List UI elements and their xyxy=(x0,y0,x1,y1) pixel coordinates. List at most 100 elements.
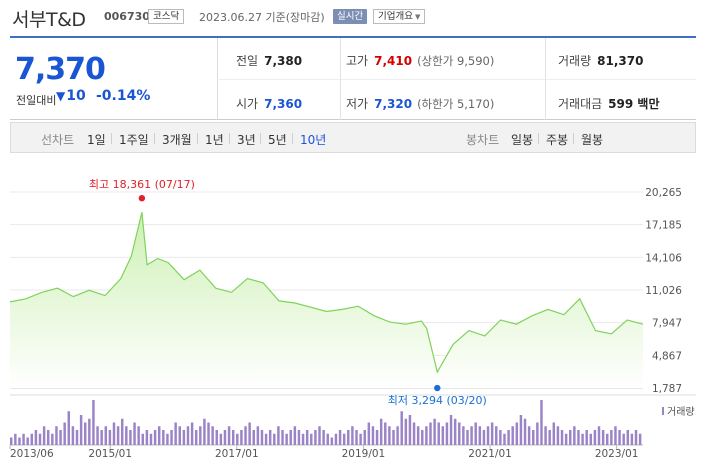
tab-separator xyxy=(111,133,112,144)
tab-3y[interactable]: 3년 xyxy=(237,133,256,147)
price-line xyxy=(9,212,644,374)
volume-bar xyxy=(404,418,408,445)
change-label: 전일대비 xyxy=(16,94,57,107)
summary-column-divider xyxy=(545,38,546,120)
volume-bar xyxy=(22,433,25,445)
volume-bar xyxy=(26,437,29,445)
volume-bar xyxy=(46,430,50,445)
volume-bar xyxy=(153,430,157,445)
x-tick-label: 2019/01 xyxy=(342,448,386,460)
high-value: 7,410 xyxy=(374,54,413,68)
volume-bar xyxy=(211,426,214,445)
volume-bar xyxy=(34,430,38,445)
tab-10y[interactable]: 10년 xyxy=(300,133,327,147)
volume-bar xyxy=(375,430,379,445)
volume-bar xyxy=(14,433,17,445)
volume-bar xyxy=(425,426,428,445)
x-tick-label: 2017/01 xyxy=(215,448,259,460)
volume-bar xyxy=(112,422,116,445)
volume-bar xyxy=(55,426,58,445)
volume-bar xyxy=(379,418,383,445)
stock-name: 서부T&D xyxy=(12,9,86,31)
volume-bar xyxy=(273,433,276,445)
tab-1d[interactable]: 1일 xyxy=(87,133,106,147)
market-badge: 코스닥 xyxy=(148,9,185,24)
volume-bar xyxy=(190,422,194,445)
volume-bar xyxy=(532,430,535,445)
volume-bar xyxy=(330,437,334,445)
volume-bar xyxy=(145,430,149,445)
volume-bar xyxy=(30,433,34,445)
volume-bar xyxy=(96,426,99,445)
tab-separator xyxy=(292,133,293,144)
volume-bar xyxy=(285,433,288,445)
volume-bar xyxy=(536,422,539,445)
tab-weekly-candle[interactable]: 주봉 xyxy=(546,133,569,147)
volume-bar xyxy=(120,418,124,445)
realtime-button[interactable]: 실시간 xyxy=(333,9,368,24)
volume-bar xyxy=(59,430,62,445)
open-stat: 시가 7,360 xyxy=(236,95,302,112)
volume-bar xyxy=(83,422,87,445)
volume-bar xyxy=(466,430,469,445)
volume-bar xyxy=(569,430,572,445)
volume-bar xyxy=(256,426,260,445)
company-overview-dropdown[interactable]: 기업개요 ▼ xyxy=(373,9,426,24)
volume-bar xyxy=(499,430,502,445)
volume-bar xyxy=(560,430,564,445)
volume-bar xyxy=(194,430,198,445)
volume-bar xyxy=(248,422,251,445)
line-chart-label: 선차트 xyxy=(41,133,75,147)
y-axis: 20,265 17,185 14,106 11,026 7,947 4,867 1,787 xyxy=(645,187,682,395)
volume-bar xyxy=(326,433,329,445)
volume-bar xyxy=(585,430,588,445)
current-price-box: 7,370 전일대비 ▼10 -0.14% xyxy=(10,38,218,120)
low-label: 저가 xyxy=(346,97,369,111)
volume-bar xyxy=(227,426,231,445)
change-amount: ▼10 xyxy=(56,88,86,104)
volume-bar xyxy=(342,433,346,445)
tab-1y[interactable]: 1년 xyxy=(205,133,224,147)
volume-bar xyxy=(100,430,103,445)
tab-separator xyxy=(260,133,261,144)
low-value: 7,320 xyxy=(374,97,413,111)
amount-stat: 거래대금 599 백만 xyxy=(558,95,659,112)
volume-bar xyxy=(10,437,13,445)
change-percent: -0.14% xyxy=(96,88,151,104)
volume-bar xyxy=(601,430,605,445)
volume-stat: 거래량 81,370 xyxy=(558,52,643,69)
tab-3m[interactable]: 3개월 xyxy=(162,133,192,147)
volume-bar xyxy=(581,433,584,445)
volume-bar xyxy=(610,430,613,445)
volume-bar xyxy=(523,418,527,445)
tab-1w[interactable]: 1주일 xyxy=(119,133,149,147)
low-stat: 저가 7,320 (하한가 5,170) xyxy=(346,95,494,112)
tab-5y[interactable]: 5년 xyxy=(268,133,287,147)
x-tick-label: 2023/01 xyxy=(595,448,639,460)
volume-bar xyxy=(490,422,494,445)
volume-bar xyxy=(141,433,144,445)
volume-bar xyxy=(388,426,391,445)
volume-bar xyxy=(470,426,473,445)
price-chart-svg: 20,26517,18514,10611,0267,9474,8671,787 … xyxy=(9,178,696,460)
tab-daily-candle[interactable]: 일봉 xyxy=(511,133,534,147)
y-tick-label: 17,185 xyxy=(645,220,682,232)
volume-bar xyxy=(634,430,638,445)
volume-bar xyxy=(92,400,95,445)
volume-bar xyxy=(445,422,449,445)
volume-bar xyxy=(305,430,309,445)
volume-bar xyxy=(474,422,477,445)
volume-bar xyxy=(137,426,140,445)
volume-bar xyxy=(338,430,342,445)
low-annotation: 최저 3,294 (03/20) xyxy=(388,394,487,407)
lower-limit: (하한가 5,170) xyxy=(417,97,495,111)
volume-bar xyxy=(157,426,161,445)
extreme-markers: 최고 18,361 (07/17) 최저 3,294 (03/20) xyxy=(89,178,487,407)
volume-bar xyxy=(199,426,202,445)
tab-monthly-candle[interactable]: 월봉 xyxy=(581,133,604,147)
volume-bar xyxy=(203,418,206,445)
chart-period-tabs: 선차트 1일 1주일 3개월 1년 3년 5년 10년 봉차트 일봉 주봉 월봉 xyxy=(10,122,696,153)
volume-bar xyxy=(75,430,79,445)
date-text: 2023.06.27 기준(장마감) xyxy=(199,11,325,24)
volume-bar xyxy=(310,433,313,445)
